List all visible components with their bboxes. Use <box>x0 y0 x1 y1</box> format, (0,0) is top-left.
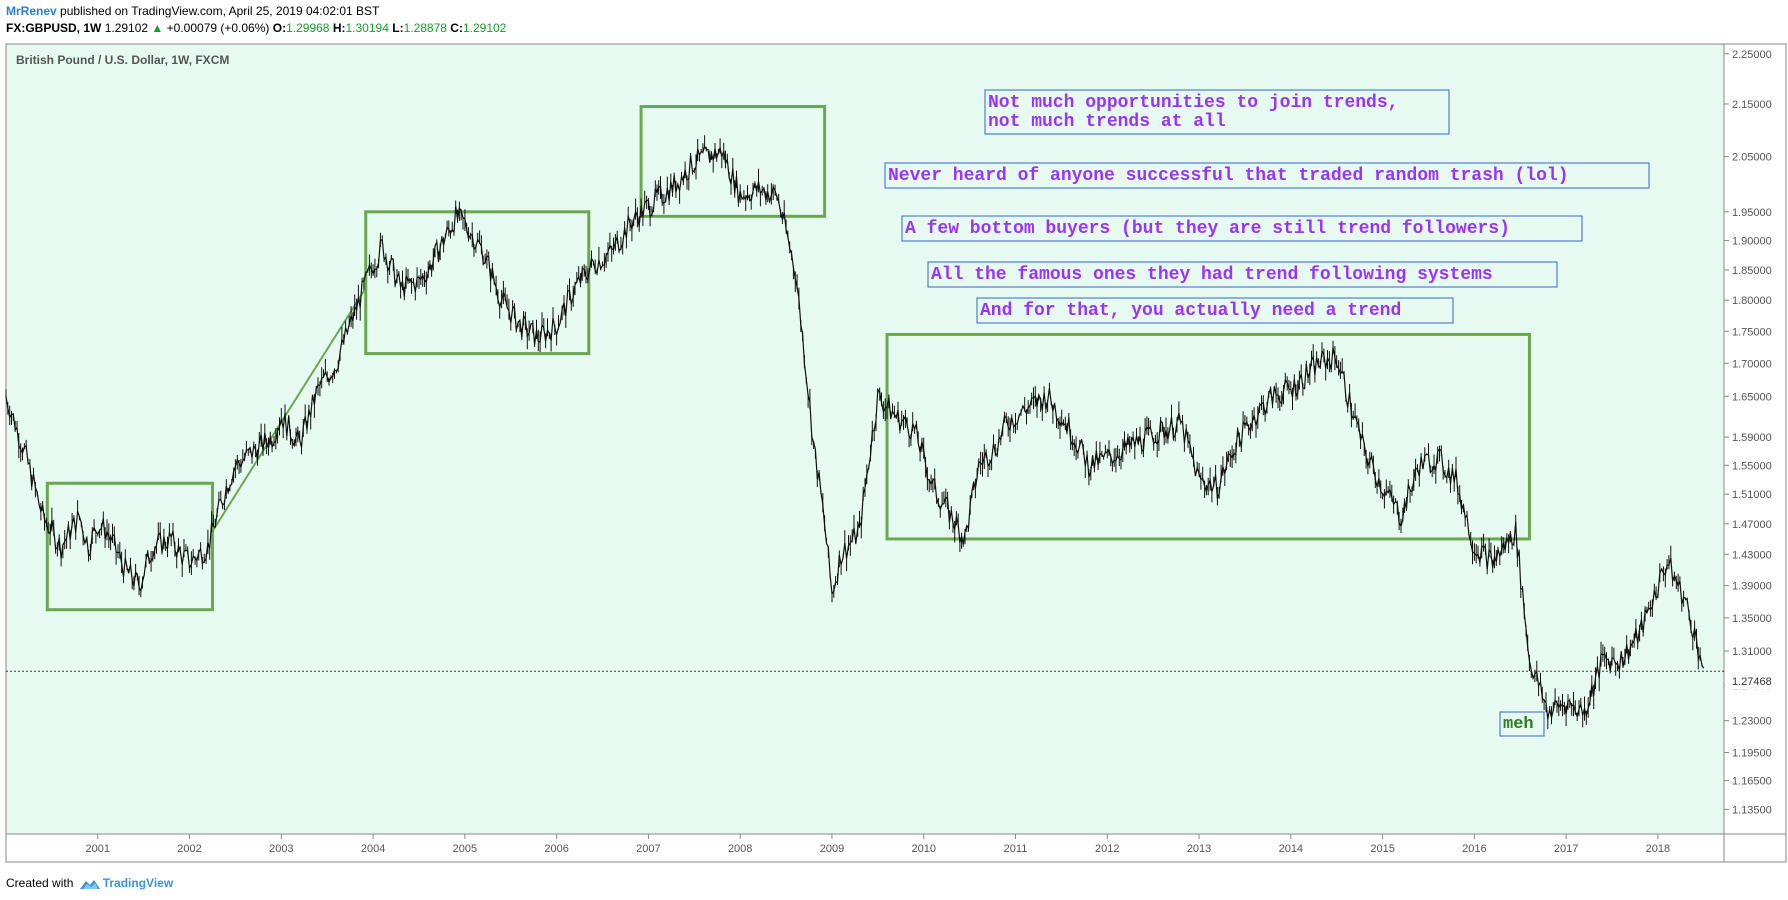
annotation-text-1: Not much opportunities to join trends, <box>988 93 1398 113</box>
x-tick-label: 2009 <box>820 843 844 855</box>
x-tick-label: 2013 <box>1187 843 1211 855</box>
created-with-text: Created with <box>6 876 74 890</box>
x-tick-label: 2014 <box>1279 843 1303 855</box>
y-tick-label: 1.23000 <box>1732 716 1772 728</box>
high-value: 1.30194 <box>345 21 389 35</box>
y-tick-label: 1.39000 <box>1732 581 1772 593</box>
x-tick-label: 2001 <box>86 843 110 855</box>
tradingview-logo-icon <box>79 879 100 889</box>
range-box-4 <box>885 332 1531 541</box>
price-change: +0.00079 (+0.06%) <box>166 21 270 35</box>
close-label: C: <box>450 21 463 35</box>
last-price-badge <box>1725 673 1785 690</box>
x-tick-label: 2002 <box>177 843 201 855</box>
annotation-text-3: A few bottom buyers (but they are still … <box>905 219 1510 239</box>
publish-info: MrRenev published on TradingView.com, Ap… <box>6 4 379 18</box>
annotation-text-5: And for that, you actually need a trend <box>980 301 1401 321</box>
author-link[interactable]: MrRenev <box>6 4 57 18</box>
x-tick-label: 2003 <box>269 843 293 855</box>
footer: Created with TradingView <box>6 876 173 891</box>
open-label: O: <box>272 21 287 35</box>
x-tick-label: 2007 <box>636 843 660 855</box>
annotation-text-2: Never heard of anyone successful that tr… <box>888 166 1569 186</box>
tradingview-brand-link[interactable]: TradingView <box>102 876 174 890</box>
y-tick-label: 1.19500 <box>1732 748 1772 760</box>
annotation-text-4: All the famous ones they had trend follo… <box>931 265 1493 285</box>
annotation-box-6 <box>1499 711 1545 737</box>
y-tick-label: 1.70000 <box>1732 358 1772 370</box>
x-tick-label: 2006 <box>544 843 568 855</box>
trend-line <box>211 287 367 532</box>
x-tick-label: 2004 <box>361 843 385 855</box>
y-tick-label: 2.25000 <box>1732 49 1772 61</box>
range-box-3 <box>639 105 827 218</box>
y-tick-label: 1.47000 <box>1732 519 1772 531</box>
y-tick-label: 1.16500 <box>1732 776 1772 788</box>
annotation-box-1 <box>984 89 1450 135</box>
y-tick-label: 1.85000 <box>1732 265 1772 277</box>
x-tick-label: 2017 <box>1554 843 1578 855</box>
y-tick-label: 1.55000 <box>1732 460 1772 472</box>
y-tick-label: 1.80000 <box>1732 295 1772 307</box>
range-box-1 <box>45 481 214 612</box>
publish-text: published on TradingView.com, April 25, … <box>56 4 380 18</box>
up-arrow-icon: ▲ <box>151 21 164 35</box>
y-tick-label: 1.43000 <box>1732 549 1772 561</box>
price-series-line <box>5 145 1705 720</box>
y-tick-label: 1.75000 <box>1732 326 1772 338</box>
y-tick-label: 1.13500 <box>1732 804 1772 816</box>
y-tick-label: 1.35000 <box>1732 613 1772 625</box>
x-tick-label: 2015 <box>1370 843 1394 855</box>
symbol-label[interactable]: FX:GBPUSD, 1W <box>6 21 102 35</box>
x-tick-label: 2005 <box>453 843 477 855</box>
price-chart[interactable]: British Pound / U.S. Dollar, 1W, FXCM 2.2… <box>0 42 1788 866</box>
last-price-label: 1.27468 <box>1732 676 1772 688</box>
close-value: 1.29102 <box>462 21 507 35</box>
x-tick-label: 2008 <box>728 843 752 855</box>
symbol-quote-line: FX:GBPUSD, 1W 1.29102 ▲ +0.00079 (+0.06%… <box>6 21 506 35</box>
y-tick-label: 1.90000 <box>1732 235 1772 247</box>
annotation-text-6: meh <box>1503 715 1534 734</box>
x-tick-label: 2011 <box>1004 843 1028 855</box>
annotation-box-5 <box>976 297 1454 324</box>
low-value: 1.28878 <box>403 21 447 35</box>
x-tick-label: 2018 <box>1646 843 1670 855</box>
y-tick-label: 2.15000 <box>1732 99 1772 111</box>
high-label: H: <box>332 21 346 35</box>
y-tick-label: 1.95000 <box>1732 207 1772 219</box>
range-box-2 <box>364 210 591 356</box>
chart-frame <box>5 43 1787 863</box>
open-value: 1.29968 <box>286 21 330 35</box>
x-tick-label: 2012 <box>1095 843 1119 855</box>
chart-title: British Pound / U.S. Dollar, 1W, FXCM <box>16 53 229 67</box>
y-tick-label: 1.31000 <box>1732 646 1772 658</box>
x-tick-label: 2010 <box>911 843 935 855</box>
x-tick-label: 2016 <box>1462 843 1486 855</box>
y-tick-label: 1.59000 <box>1732 432 1772 444</box>
annotation-text-1: not much trends at all <box>988 112 1226 132</box>
y-tick-label: 2.05000 <box>1732 152 1772 164</box>
annotation-box-3 <box>901 215 1583 242</box>
y-tick-label: 1.65000 <box>1732 391 1772 403</box>
low-label: L: <box>392 21 404 35</box>
y-tick-label: 1.51000 <box>1732 489 1772 501</box>
annotation-box-2 <box>884 162 1650 189</box>
annotation-box-4 <box>927 261 1558 288</box>
last-price: 1.29102 <box>104 21 149 35</box>
